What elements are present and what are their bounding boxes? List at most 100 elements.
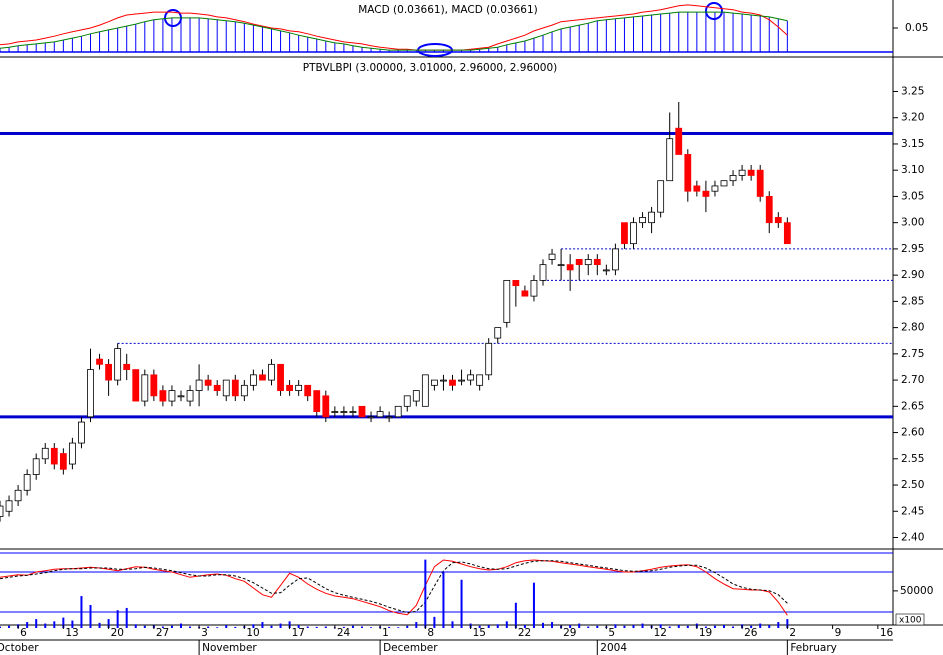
candle-body bbox=[213, 384, 221, 391]
y-tick-label: 2.65 bbox=[901, 400, 924, 412]
x-tick-label: 24 bbox=[337, 627, 351, 639]
candle-body bbox=[59, 453, 67, 470]
candle-body bbox=[503, 279, 511, 323]
stochastic-line bbox=[0, 559, 788, 616]
y-tick-label: 2.50 bbox=[901, 479, 924, 491]
candle-body bbox=[5, 500, 13, 512]
x-tick-label: 2 bbox=[789, 627, 796, 639]
candle-body bbox=[476, 374, 484, 386]
candle-body bbox=[268, 363, 275, 381]
candle-body bbox=[195, 379, 203, 391]
candle-body bbox=[204, 379, 212, 386]
candle-body bbox=[385, 416, 393, 419]
volume-unit: x100 bbox=[899, 616, 922, 626]
candle-body bbox=[430, 379, 438, 386]
y-tick-label: 2.40 bbox=[901, 532, 924, 544]
candle-body bbox=[349, 411, 357, 413]
candle-body bbox=[539, 264, 547, 281]
y-tick-label: 2.90 bbox=[901, 269, 924, 281]
y2-tick-label: 50000 bbox=[900, 585, 933, 597]
candle-body bbox=[69, 442, 76, 465]
month-label: October bbox=[0, 642, 39, 654]
x-tick-label: 5 bbox=[608, 627, 615, 639]
y-tick-label: 2.75 bbox=[901, 348, 924, 360]
y-tick-label: 2.85 bbox=[901, 295, 924, 307]
x-tick-label: 27 bbox=[156, 627, 169, 639]
candle-body bbox=[240, 384, 248, 397]
month-label: February bbox=[790, 642, 837, 654]
candle-body bbox=[78, 421, 85, 444]
candle-body bbox=[295, 384, 303, 391]
candle-body bbox=[105, 363, 112, 381]
x-tick-label: 10 bbox=[246, 627, 259, 639]
candle-body bbox=[0, 505, 4, 517]
candle-body bbox=[322, 395, 330, 418]
price-title: PTBVLBPI (3.00000, 3.01000, 2.96000, 2.9… bbox=[303, 62, 558, 74]
candle-body bbox=[756, 169, 764, 197]
candle-body bbox=[666, 138, 674, 182]
candle-body bbox=[440, 379, 447, 382]
x-tick-label: 15 bbox=[473, 627, 486, 639]
candle-body bbox=[412, 390, 420, 402]
candle-body bbox=[675, 127, 683, 155]
y-tick-label: 2.60 bbox=[901, 427, 924, 439]
candle-body bbox=[259, 374, 266, 381]
candle-body bbox=[521, 290, 529, 297]
candle-body bbox=[738, 169, 746, 176]
highlight-circle bbox=[705, 2, 723, 20]
candle-body bbox=[783, 222, 791, 245]
x-tick-label: 16 bbox=[880, 627, 894, 639]
candle-body bbox=[467, 374, 475, 381]
x-tick-label: 3 bbox=[201, 627, 208, 639]
candle-body bbox=[114, 348, 122, 381]
candle-body bbox=[87, 369, 94, 418]
y-tick-label: 2.80 bbox=[901, 322, 924, 334]
candle-body bbox=[150, 374, 158, 397]
candle-body bbox=[331, 411, 339, 413]
macd-title: MACD (0.03661), MACD (0.03661) bbox=[358, 4, 538, 16]
x-tick-label: 26 bbox=[744, 627, 758, 639]
x-tick-label: 12 bbox=[654, 627, 667, 639]
candle-body bbox=[684, 154, 692, 192]
candle-body bbox=[159, 390, 167, 402]
macd-line bbox=[0, 4, 788, 51]
candle-body bbox=[593, 258, 601, 266]
x-tick-label: 1 bbox=[382, 627, 389, 639]
candle-body bbox=[249, 374, 257, 386]
x-tick-label: 6 bbox=[20, 627, 27, 639]
x-tick-label: 13 bbox=[65, 627, 78, 639]
candle-body bbox=[222, 379, 230, 397]
candle-body bbox=[41, 447, 49, 460]
candle-body bbox=[340, 411, 348, 413]
candle-body bbox=[141, 374, 149, 402]
candle-body bbox=[720, 180, 728, 187]
macd-line bbox=[0, 11, 788, 51]
y-tick-label: 3.10 bbox=[901, 164, 924, 176]
month-label: December bbox=[383, 642, 438, 654]
y-tick-label: 3.20 bbox=[901, 112, 924, 124]
month-label: 2004 bbox=[600, 642, 627, 654]
candle-body bbox=[774, 217, 782, 224]
candle-body bbox=[186, 390, 194, 402]
candle-body bbox=[494, 327, 502, 339]
candle-body bbox=[14, 489, 22, 502]
candle-body bbox=[96, 358, 103, 365]
candle-body bbox=[50, 447, 58, 465]
candle-body bbox=[231, 379, 239, 397]
candle-body bbox=[602, 269, 610, 272]
candle-body bbox=[376, 411, 384, 418]
candle-body bbox=[177, 395, 185, 398]
y-tick-label: 3.15 bbox=[901, 138, 924, 150]
candle-body bbox=[32, 458, 40, 475]
candle-body bbox=[313, 390, 321, 412]
y-tick-label: 2.70 bbox=[901, 374, 924, 386]
candle-body bbox=[584, 258, 592, 266]
candle-body bbox=[548, 253, 556, 260]
x-tick-label: 20 bbox=[111, 627, 124, 639]
candle-body bbox=[657, 180, 665, 213]
candle-body bbox=[639, 217, 646, 224]
candle-body bbox=[575, 258, 583, 266]
y-tick-label: 2.45 bbox=[901, 505, 924, 517]
candle-body bbox=[449, 379, 456, 386]
